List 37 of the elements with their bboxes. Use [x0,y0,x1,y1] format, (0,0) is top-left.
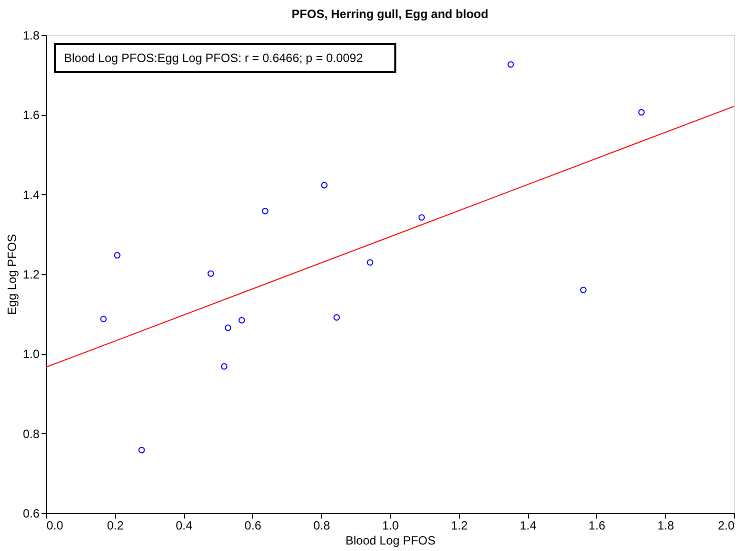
point [220,363,228,370]
point [138,446,145,454]
y-tick-label: 1.8 [22,28,40,42]
point [321,182,328,188]
x-tick-label: 1.2 [450,518,468,532]
x-tick-label: 2.0 [718,518,735,532]
point [208,270,214,277]
x-tick-label: 1.0 [382,518,400,532]
y-tick-label: 1.0 [22,347,40,362]
point [262,208,268,214]
y-axis-title: Egg Log PFOS [4,234,19,315]
y-tick-label: 1.2 [22,268,40,282]
y-tick-label: 0.8 [22,426,40,441]
point [114,252,120,259]
point [333,314,340,321]
x-tick-label: 1.8 [657,518,674,532]
x-tick-label: 0.4 [176,518,193,532]
x-tick-label: 1.6 [588,518,606,532]
point [580,286,587,294]
point [366,259,374,266]
x-tick-label: 0.2 [106,518,124,532]
y-tick-label: 1.4 [22,188,40,202]
point [238,316,245,324]
point [418,214,425,221]
chart-title: PFOS, Herring gull, Egg and blood [292,7,488,21]
x-tick-label: 1.4 [520,518,537,532]
y-tick-label: 1.6 [22,108,40,122]
y-tick-label: 0.6 [22,506,40,520]
x-tick-label: 0.6 [244,518,262,532]
point [508,61,514,68]
point [224,324,232,332]
x-axis-title: Blood Log PFOS [345,534,436,548]
annotation: Blood Log PFOS:Egg Log PFOS: r = 0.6466; p = 0.0092 [64,51,364,65]
point [100,316,107,322]
x-tick-label: 0.0 [46,518,64,532]
point [638,109,645,116]
x-tick-label: 0.8 [313,518,330,532]
